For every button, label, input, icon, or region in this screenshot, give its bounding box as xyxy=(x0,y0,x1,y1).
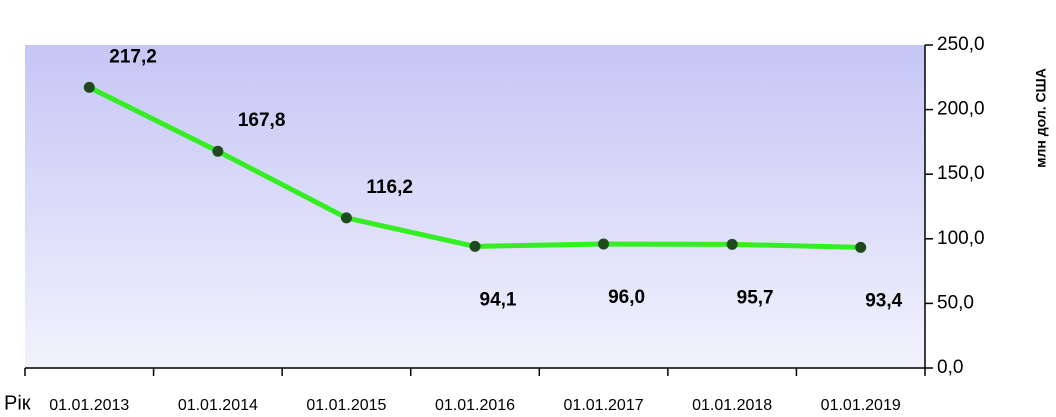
data-label: 93,4 xyxy=(865,290,902,311)
y-tick-label: 150,0 xyxy=(937,163,985,184)
y-tick-label: 200,0 xyxy=(937,99,985,120)
y-tick-label: 0,0 xyxy=(937,357,963,378)
marker xyxy=(212,145,224,157)
data-label: 94,1 xyxy=(480,289,517,310)
marker xyxy=(855,241,867,253)
plot-area xyxy=(25,45,925,368)
y-tick-label: 100,0 xyxy=(937,228,985,249)
x-axis-label: Рік xyxy=(4,392,31,414)
marker xyxy=(598,238,610,250)
x-tick-label: 01.01.2014 xyxy=(178,397,258,414)
marker xyxy=(83,81,95,93)
y-axis-label: млн дол. США xyxy=(1033,68,1049,168)
marker xyxy=(340,212,352,224)
data-label: 217,2 xyxy=(109,46,157,67)
data-label: 167,8 xyxy=(238,110,286,131)
marker xyxy=(469,240,481,252)
data-label: 95,7 xyxy=(737,287,774,308)
y-tick-label: 250,0 xyxy=(937,34,985,55)
y-tick-label: 50,0 xyxy=(937,292,974,313)
data-label: 96,0 xyxy=(608,287,645,308)
x-tick-label: 01.01.2015 xyxy=(306,397,386,414)
x-tick-label: 01.01.2013 xyxy=(49,397,129,414)
x-tick-label: 01.01.2019 xyxy=(821,397,901,414)
data-label: 116,2 xyxy=(366,177,413,198)
x-tick-label: 01.01.2017 xyxy=(564,397,644,414)
x-tick-label: 01.01.2018 xyxy=(692,397,772,414)
x-tick-label: 01.01.2016 xyxy=(435,397,515,414)
marker xyxy=(726,238,738,250)
